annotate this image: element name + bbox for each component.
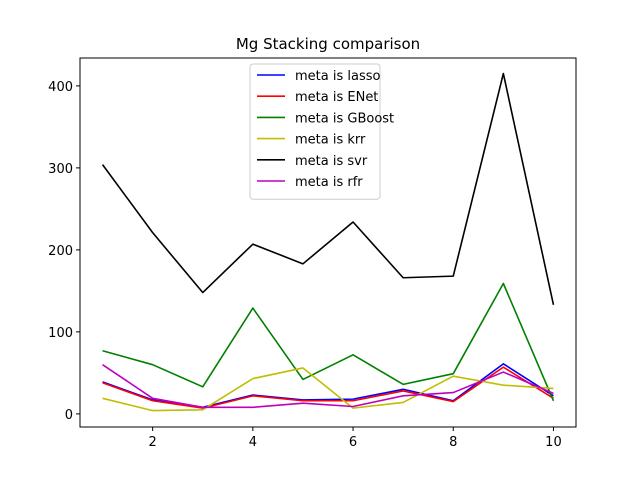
x-tick-label: 2: [149, 435, 157, 450]
y-tick-label: 200: [48, 244, 73, 259]
legend-label-5: meta is svr: [295, 154, 368, 169]
chart-title: Mg Stacking comparison: [236, 35, 420, 53]
y-tick-label: 0: [65, 408, 73, 423]
x-tick-label: 8: [449, 435, 457, 450]
series-line-4: [102, 367, 554, 412]
y-tick-label: 400: [48, 80, 73, 95]
legend-label-4: meta is krr: [295, 133, 366, 148]
series-line-6: [102, 364, 554, 409]
series-layer: [101, 72, 555, 412]
x-tick-label: 10: [545, 435, 562, 450]
legend: meta is lasso meta is ENet meta is GBoost m…: [249, 63, 394, 200]
series-line-5: [101, 72, 555, 305]
x-tick-label: 6: [349, 435, 357, 450]
legend-box: [249, 63, 381, 200]
x-tick-label: 4: [249, 435, 257, 450]
y-tick-label: 300: [48, 162, 73, 177]
y-tick-label: 100: [48, 326, 73, 341]
legend-label-3: meta is GBoost: [295, 111, 394, 126]
legend-label-2: meta is ENet: [295, 90, 378, 105]
series-line-3: [102, 282, 555, 402]
legend-label-6: meta is rfr: [295, 175, 363, 190]
series-line-2: [102, 366, 554, 409]
legend-label-1: meta is lasso: [295, 69, 380, 84]
plot-frame: [79, 57, 577, 428]
